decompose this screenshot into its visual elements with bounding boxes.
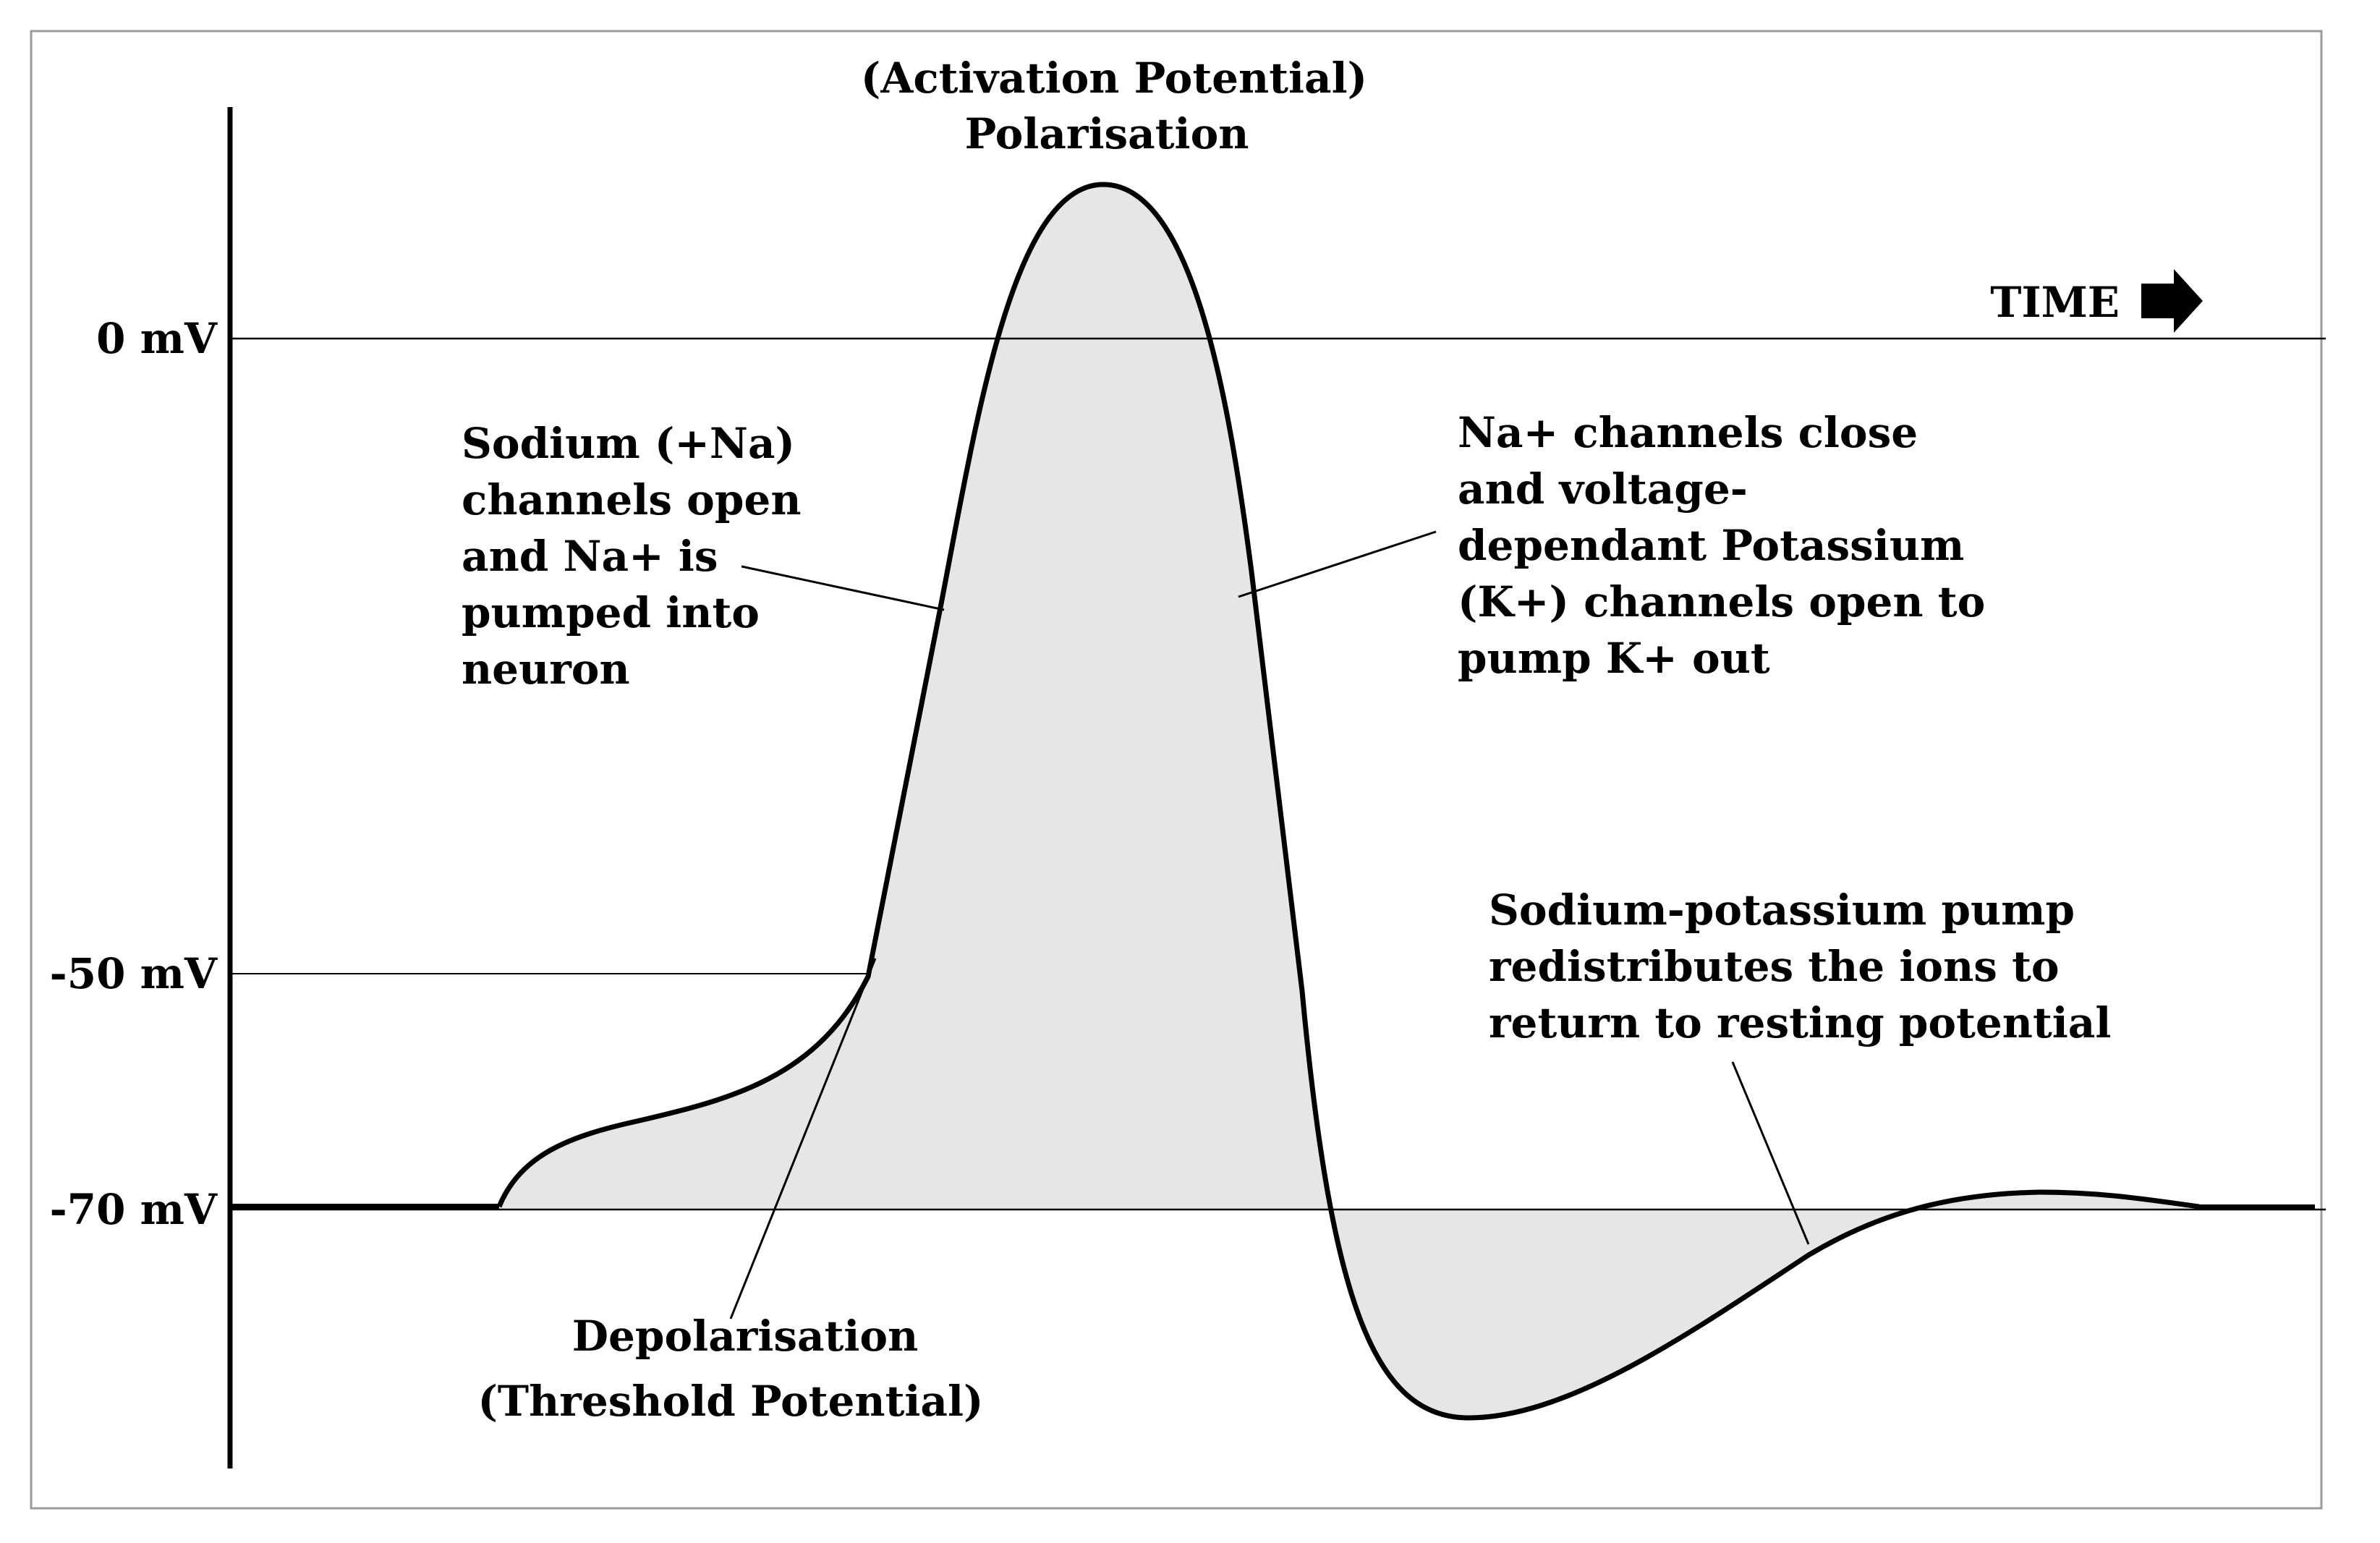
diagram-frame [30, 30, 2323, 1510]
potassium-line1: Na+ channels close [1458, 408, 1918, 457]
resting-mv-label: -70 mV [50, 1185, 218, 1234]
sodium-leader-line [741, 565, 945, 611]
threshold-annotation: Depolarisation (Threshold Potential) [477, 1312, 983, 1426]
threshold-line1: Depolarisation [572, 1312, 919, 1361]
pump-annotation: Sodium-potassium pump redistributes the … [1489, 885, 2111, 1047]
potassium-line2: and voltage- [1458, 464, 1748, 514]
peak-label-line2: Polarisation [965, 109, 1249, 158]
potential-shaded-area [499, 184, 2199, 1418]
potassium-leader-line [1238, 530, 1437, 598]
pump-line1: Sodium-potassium pump [1489, 885, 2075, 935]
sodium-annotation: Sodium (+Na) channels open and Na+ is pu… [462, 419, 802, 694]
potassium-line4: (K+) channels open to [1458, 577, 1985, 626]
sodium-line1: Sodium (+Na) [462, 419, 795, 468]
threshold-line2: (Threshold Potential) [477, 1377, 983, 1426]
pump-line3: return to resting potential [1489, 998, 2111, 1047]
peak-label-line1: (Activation Potential) [861, 54, 1367, 103]
sodium-line4: pumped into [462, 588, 760, 637]
time-label: TIME [1990, 278, 2120, 327]
right-arrow-icon [2141, 269, 2203, 333]
pump-line2: redistributes the ions to [1489, 942, 2060, 991]
threshold-leader-line [729, 958, 877, 1319]
sodium-line5: neuron [462, 645, 630, 694]
threshold-mv-label: -50 mV [50, 949, 218, 998]
potassium-annotation: Na+ channels close and voltage- dependan… [1458, 408, 1985, 683]
potassium-line5: pump K+ out [1458, 634, 1770, 683]
zero-mv-label: 0 mV [96, 314, 218, 363]
pump-leader-line [1731, 1061, 1810, 1245]
sodium-line2: channels open [462, 475, 802, 524]
action-potential-curve [496, 182, 2200, 1421]
potassium-line3: dependant Potassium [1458, 521, 1964, 570]
sodium-line3: and Na+ is [462, 532, 718, 581]
